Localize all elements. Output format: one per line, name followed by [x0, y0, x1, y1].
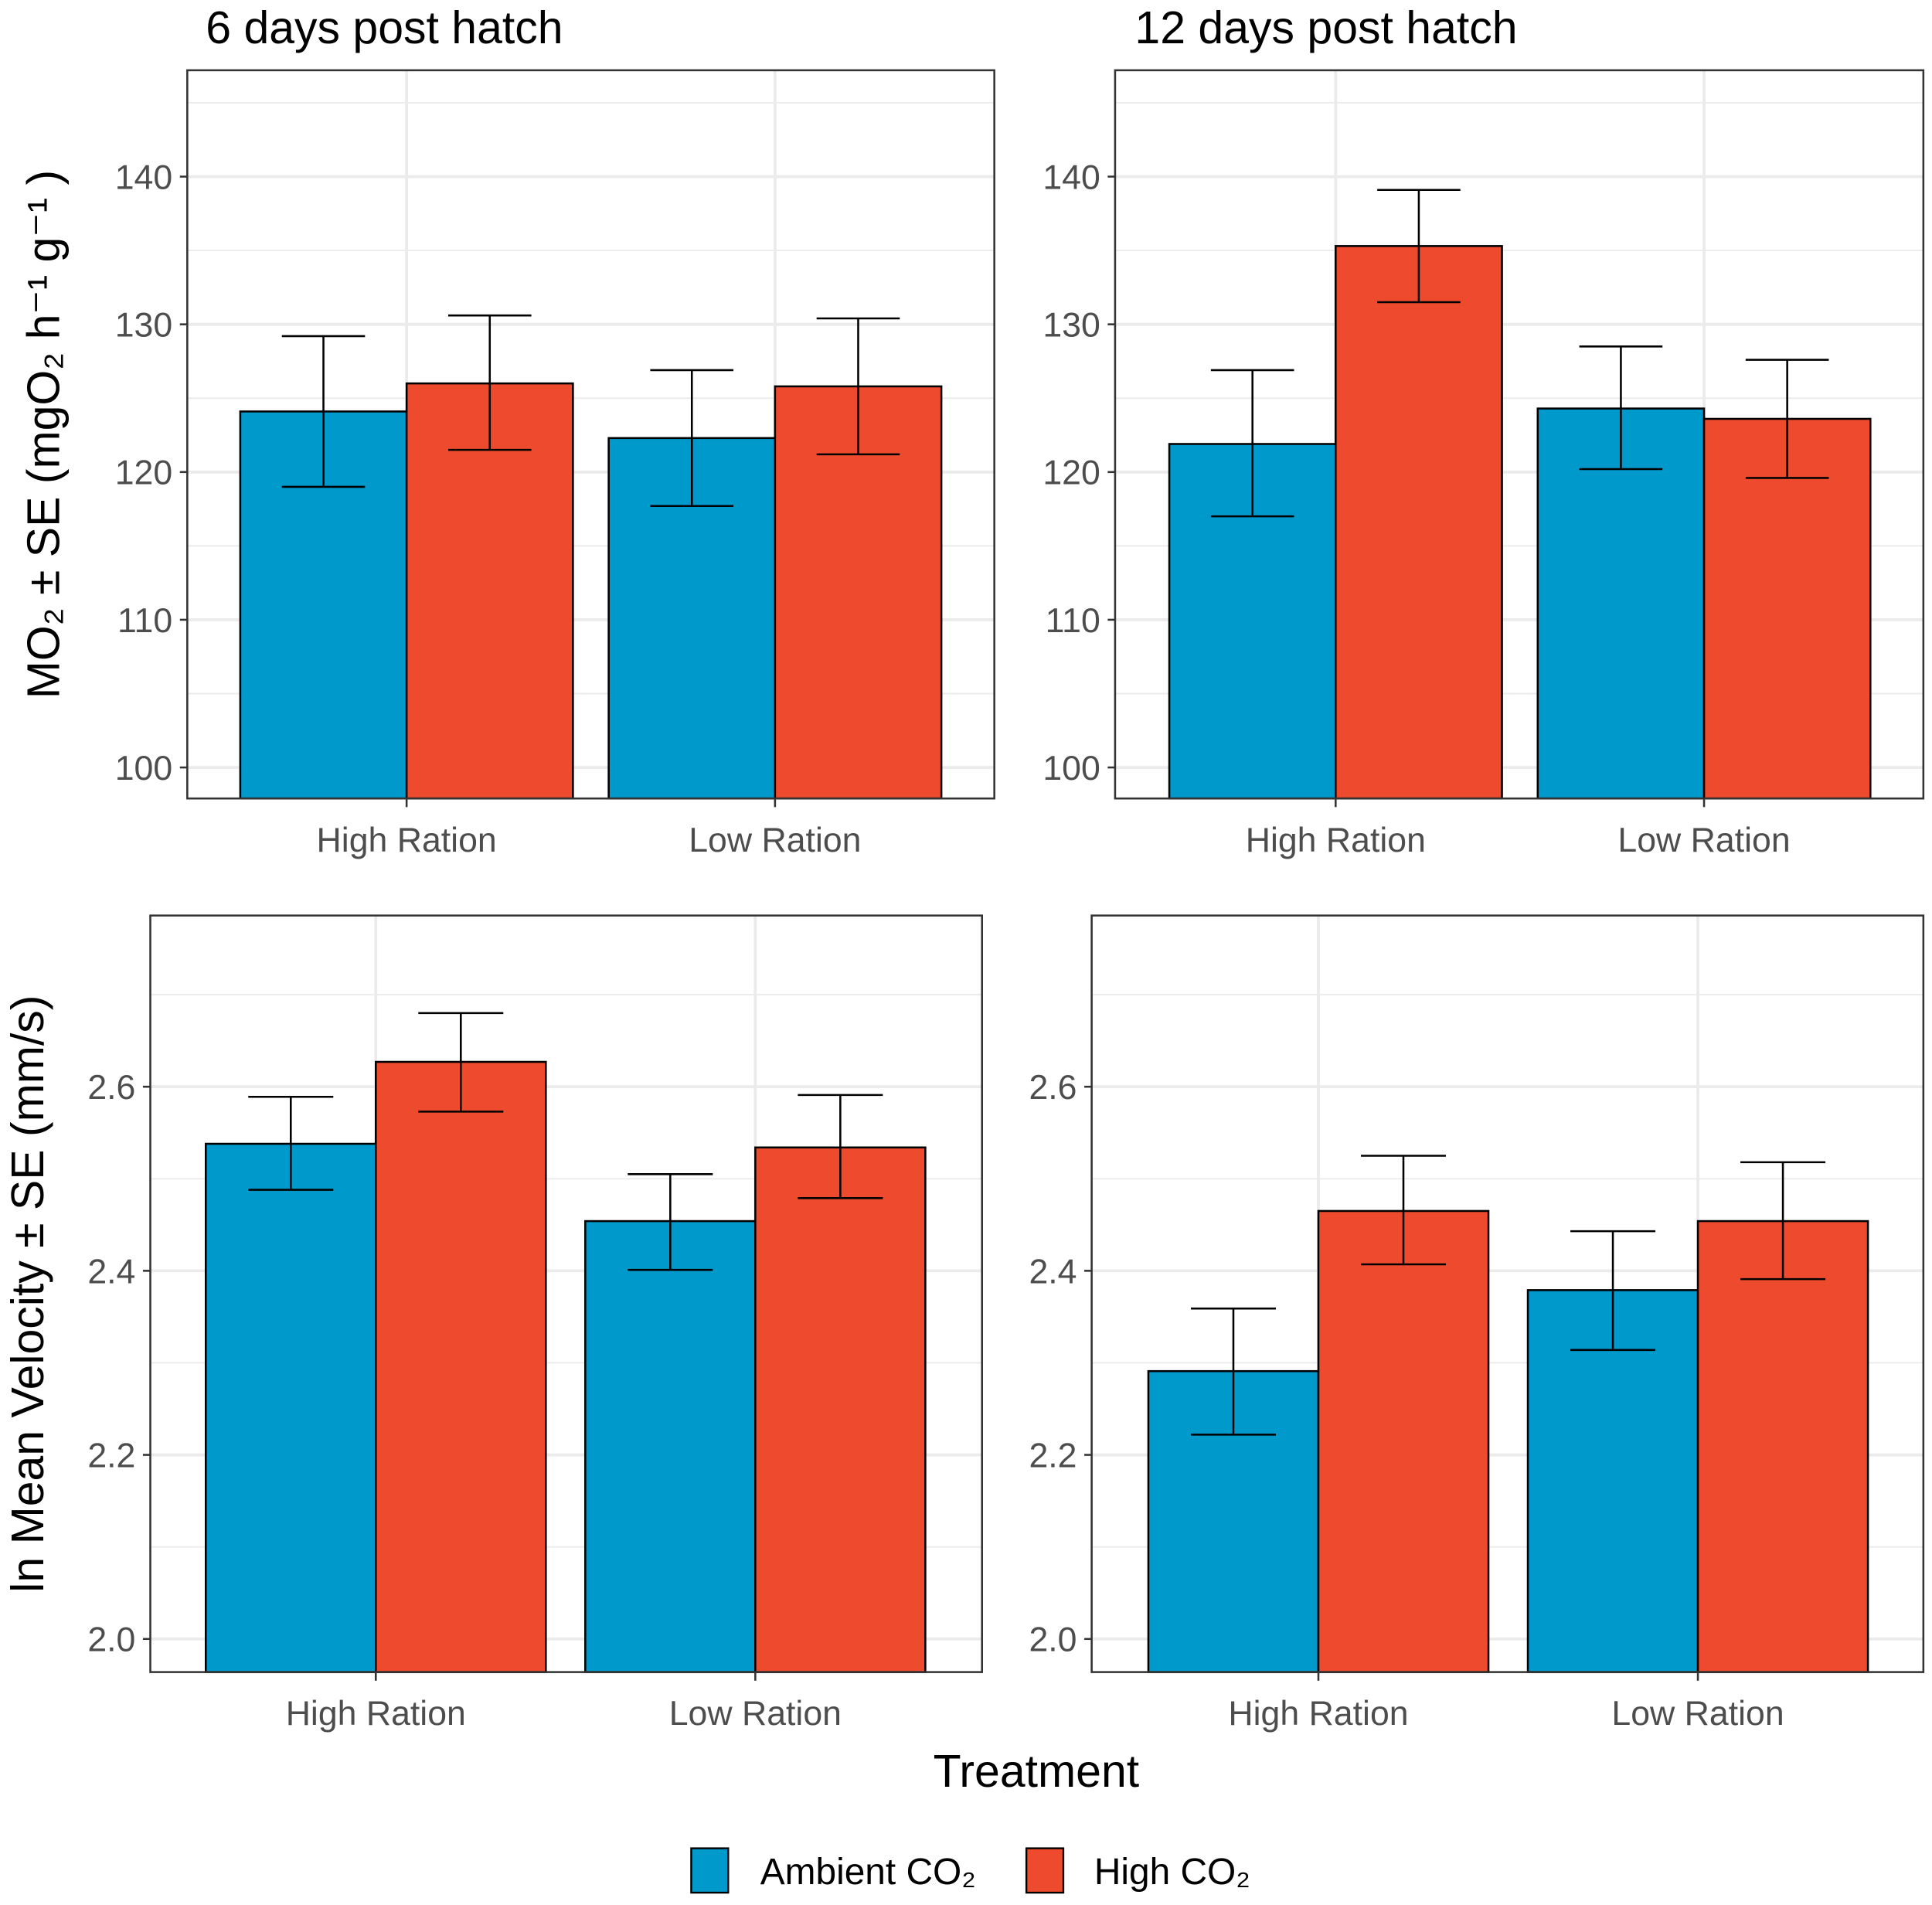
x-tick-label: Low Ration — [1617, 822, 1790, 859]
y-tick-label: 120 — [1043, 454, 1100, 492]
legend-label-high: High CO₂ — [1094, 1852, 1250, 1893]
y-tick-label: 110 — [117, 602, 172, 640]
error-bar — [281, 335, 366, 488]
error-bar — [1740, 1161, 1826, 1281]
y-tick-label: 120 — [115, 454, 172, 492]
y-tick-label: 100 — [115, 750, 172, 788]
error-bar — [1210, 369, 1294, 518]
y-tick-label: 130 — [115, 307, 172, 345]
x-tick-label: High Ration — [317, 822, 497, 859]
legend-label-ambient: Ambient CO₂ — [760, 1852, 976, 1893]
error-bar — [418, 1012, 504, 1113]
panel-border — [186, 69, 995, 800]
error-bar — [1377, 189, 1461, 304]
error-bar — [1570, 1230, 1656, 1352]
legend-swatch-high — [1025, 1847, 1065, 1894]
bar-low-ration-ambient-co2 — [1536, 407, 1706, 800]
y-axis-title: ln Mean Velocity ± SE (mm/s) — [2, 995, 53, 1593]
y-tick-label: 140 — [1043, 158, 1100, 196]
y-tick-label: 140 — [115, 158, 172, 196]
legend: Ambient CO₂ High CO₂ — [690, 1847, 1250, 1894]
x-tick-label: Low Ration — [1611, 1695, 1784, 1733]
error-bar — [1745, 359, 1829, 479]
bar-high-ration-ambient-co2 — [204, 1142, 377, 1673]
panel-border — [1090, 914, 1925, 1673]
panel-title: 12 days post hatch — [1134, 2, 1517, 53]
panel-bottom-left: 2.0 2.2 2.4 2.6 High Ration Low Ration ln Mean… — [2, 914, 984, 1733]
y-tick-label: 2.4 — [1029, 1253, 1077, 1291]
x-tick-label: Low Ration — [689, 822, 861, 859]
y-tick-label: 130 — [1043, 307, 1100, 345]
x-tick-label: Low Ration — [669, 1695, 842, 1733]
bar-low-ration-high-co2 — [754, 1146, 927, 1673]
panel-bottom-right: 2.0 2.2 2.4 2.6 High Ration Low Ration — [1029, 914, 1925, 1733]
bar-high-ration-high-co2 — [1335, 245, 1503, 800]
y-tick-label: 2.2 — [87, 1437, 135, 1475]
error-bar — [1361, 1155, 1447, 1266]
error-bar — [447, 314, 532, 451]
panel-border — [149, 914, 984, 1673]
y-tick-label: 2.6 — [87, 1069, 135, 1107]
y-tick-label: 100 — [1043, 750, 1100, 788]
panel-top-right: 100 110 120 130 140 High Ration Low Ration 12 d… — [1043, 2, 1925, 859]
panel-border — [1114, 69, 1925, 800]
legend-swatch-ambient — [690, 1847, 730, 1894]
bar-high-ration-high-co2 — [1317, 1209, 1490, 1673]
x-axis-title: Treatment — [934, 1746, 1140, 1797]
panel-title: 6 days post hatch — [206, 2, 563, 53]
error-bar — [1190, 1307, 1276, 1436]
error-bar — [650, 369, 734, 508]
panel-top-left: 100 110 120 130 140 High Ration Low Ration 6 da… — [19, 2, 995, 859]
x-tick-label: High Ration — [1228, 1695, 1408, 1733]
y-axis-title: MO₂ ± SE (mgO₂ h⁻¹ g⁻¹ ) — [19, 170, 70, 699]
error-bar — [798, 1094, 883, 1199]
y-tick-label: 110 — [1046, 602, 1100, 640]
bar-low-ration-ambient-co2 — [584, 1220, 757, 1673]
x-tick-label: High Ration — [1246, 822, 1426, 859]
error-bar — [816, 317, 900, 456]
x-tick-label: High Ration — [286, 1695, 466, 1733]
y-tick-label: 2.0 — [87, 1621, 135, 1659]
error-bar — [628, 1173, 713, 1271]
bar-high-ration-high-co2 — [375, 1060, 547, 1673]
error-bar — [1579, 345, 1663, 471]
y-tick-label: 2.6 — [1029, 1069, 1077, 1107]
bar-high-ration-high-co2 — [405, 382, 574, 800]
bar-low-ration-high-co2 — [1702, 417, 1872, 800]
bar-low-ration-high-co2 — [1696, 1220, 1869, 1673]
y-tick-label: 2.4 — [87, 1253, 135, 1291]
y-tick-label: 2.2 — [1029, 1437, 1077, 1475]
error-bar — [248, 1096, 334, 1191]
y-tick-label: 2.0 — [1029, 1621, 1077, 1659]
